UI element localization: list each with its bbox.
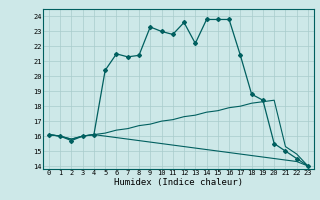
X-axis label: Humidex (Indice chaleur): Humidex (Indice chaleur) [114, 178, 243, 187]
